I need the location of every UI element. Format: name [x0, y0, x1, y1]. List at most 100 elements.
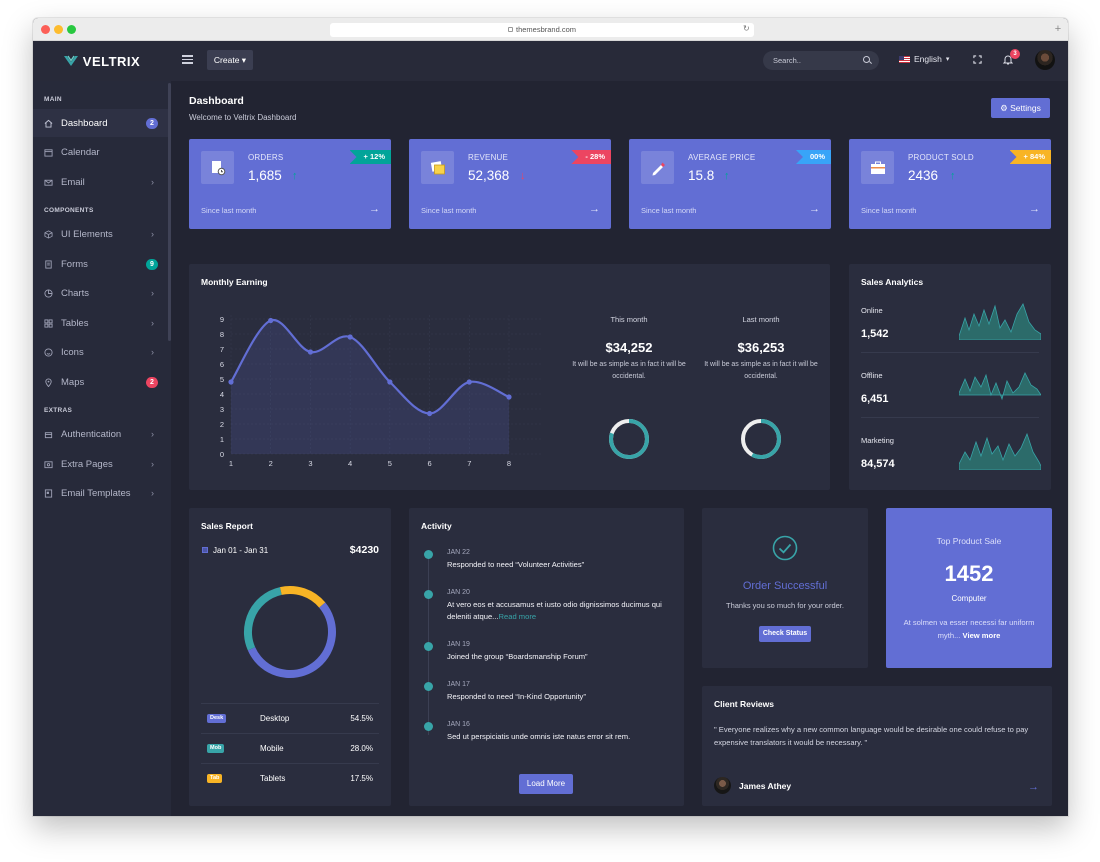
card-title: Sales Analytics [861, 277, 924, 287]
sales-report-range[interactable]: Jan 01 - Jan 31 [213, 546, 269, 555]
sidebar-item-label: Icons [61, 346, 84, 358]
sales-row-tablets: Tab Tablets 17.5% [201, 763, 379, 793]
sidebar-item-ui-elements[interactable]: UI Elements › [33, 220, 168, 248]
sales-tag: Tab [207, 774, 223, 783]
check-circle-icon [772, 535, 798, 561]
this-month-donut [609, 419, 649, 459]
calendar-icon [202, 547, 208, 553]
notification-badge: 3 [1010, 49, 1020, 59]
fullscreen-icon[interactable] [973, 55, 982, 64]
activity-text: Responded to need “Volunteer Activities” [447, 560, 585, 569]
lock-icon [507, 27, 513, 32]
search-input[interactable] [763, 51, 879, 70]
dashboard-badge: 2 [146, 117, 158, 129]
sales-report-total: $4230 [349, 544, 379, 556]
close-window-button[interactable] [41, 25, 50, 34]
activity-text-body: At vero eos et accusamus et iusto odio d… [447, 600, 662, 621]
stat-value: 2436 [908, 168, 939, 183]
review-text: " Everyone realizes why a new common lan… [714, 725, 1029, 747]
top-product-value: 1452 [944, 561, 994, 586]
arrow-right-icon[interactable]: → [369, 203, 380, 215]
sidebar-item-extra-pages[interactable]: Extra Pages › [33, 450, 168, 478]
view-more-link[interactable]: View more [962, 631, 1001, 640]
sidebar-item-email-templates[interactable]: Email Templates › [33, 479, 168, 507]
sidebar: VELTRIX MAIN Dashboard 2 Calendar Email … [33, 41, 171, 816]
analytics-row-offline: Offline 6,451 [861, 353, 1041, 418]
section-main: MAIN [44, 96, 62, 103]
arrow-right-icon[interactable]: → [1029, 203, 1040, 215]
stat-label: PRODUCT SOLD [908, 153, 974, 162]
gear-icon: ⚙ [1000, 103, 1008, 113]
sidebar-item-authentication[interactable]: Authentication › [33, 420, 168, 448]
y-tick-label: 1 [220, 435, 224, 444]
chevron-right-icon: › [151, 347, 154, 357]
sidebar-item-maps[interactable]: Maps 2 [33, 368, 168, 396]
sidebar-item-charts[interactable]: Charts › [33, 279, 168, 307]
veltrix-logo-icon [63, 55, 78, 66]
data-point [347, 334, 353, 340]
stat-card-orders: ORDERS 1,685 ↑ + 12% Since last month → [189, 139, 391, 229]
x-tick-label: 8 [507, 459, 511, 468]
grid-icon [44, 318, 53, 328]
sidebar-item-label: Extra Pages [61, 458, 113, 470]
arrow-down-icon: ↓ [520, 170, 526, 182]
menu-toggle-icon[interactable] [182, 55, 193, 64]
sidebar-item-icons[interactable]: Icons › [33, 338, 168, 366]
marketing-sparkline [959, 432, 1041, 470]
card-title: Activity [421, 521, 452, 531]
lock-icon [44, 431, 53, 438]
sidebar-item-label: Email Templates [61, 487, 131, 499]
last-month-donut [741, 419, 781, 459]
load-more-button[interactable]: Load More [519, 774, 573, 794]
timeline-dot [424, 550, 433, 559]
sidebar-item-email[interactable]: Email › [33, 168, 168, 196]
analytics-value: 1,542 [861, 328, 889, 340]
analytics-label: Marketing [861, 436, 894, 445]
language-dropdown[interactable]: English ▾ [899, 54, 949, 64]
arrow-right-icon[interactable]: → [1028, 781, 1039, 793]
sidebar-scrollbar[interactable] [168, 83, 171, 341]
activity-text: Joined the group “Boardsmanship Forum” [447, 652, 588, 661]
sidebar-item-tables[interactable]: Tables › [33, 309, 168, 337]
read-more-link[interactable]: Read more [498, 612, 537, 621]
data-point [506, 394, 512, 400]
check-status-button[interactable]: Check Status [759, 626, 811, 642]
stat-card-average-price: AVERAGE PRICE 15.8 ↑ 00% Since last mont… [629, 139, 831, 229]
user-avatar[interactable] [1035, 50, 1055, 70]
sidebar-item-dashboard[interactable]: Dashboard 2 [33, 109, 168, 137]
new-tab-button[interactable]: + [1054, 23, 1062, 35]
arrow-up-icon: ↑ [292, 170, 298, 182]
activity-card: Activity JAN 22 Responded to need “Volun… [409, 508, 684, 806]
url-text: themesbrand.com [515, 25, 577, 34]
search-icon[interactable] [863, 56, 870, 63]
address-bar[interactable]: themesbrand.com [330, 23, 754, 37]
analytics-row-marketing: Marketing 84,574 [861, 418, 1041, 482]
minimize-window-button[interactable] [54, 25, 63, 34]
donut-slice [244, 586, 336, 678]
stat-value: 15.8 [688, 168, 715, 183]
bell-icon[interactable] [1003, 54, 1013, 65]
chevron-right-icon: › [151, 429, 154, 439]
analytics-value: 84,574 [861, 458, 895, 470]
reload-icon[interactable]: ↻ [743, 24, 750, 33]
chevron-right-icon: › [151, 488, 154, 498]
settings-button[interactable]: ⚙ Settings [991, 98, 1050, 118]
data-point [387, 379, 393, 385]
order-successful-card: Order Successful Thanks you so much for … [702, 508, 868, 668]
maximize-window-button[interactable] [67, 25, 76, 34]
brand-logo[interactable]: VELTRIX [33, 41, 171, 81]
order-text: Thanks you so much for your order. [726, 601, 844, 610]
y-tick-label: 7 [220, 345, 224, 354]
arrow-up-icon: ↑ [724, 170, 730, 182]
activity-item: JAN 19 Joined the group “Boardsmanship F… [447, 641, 687, 663]
x-tick-label: 3 [308, 459, 312, 468]
chevron-right-icon: › [151, 459, 154, 469]
x-tick-label: 6 [427, 459, 431, 468]
arrow-right-icon[interactable]: → [809, 203, 820, 215]
sidebar-item-forms[interactable]: Forms 9 [33, 250, 168, 278]
arrow-right-icon[interactable]: → [589, 203, 600, 215]
sidebar-item-calendar[interactable]: Calendar [33, 138, 168, 166]
create-dropdown-button[interactable]: Create ▾ [207, 50, 253, 70]
sidebar-item-label: Charts [61, 287, 89, 299]
